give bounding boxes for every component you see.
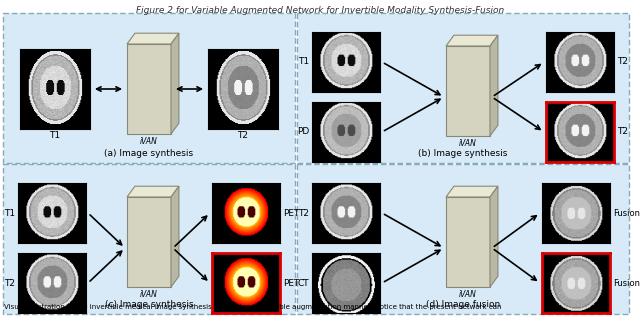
Text: PET: PET bbox=[283, 279, 300, 287]
Text: Fusion: Fusion bbox=[613, 209, 640, 218]
Polygon shape bbox=[446, 197, 490, 287]
Polygon shape bbox=[446, 186, 498, 197]
FancyBboxPatch shape bbox=[3, 164, 295, 314]
Text: (d) Image fusion: (d) Image fusion bbox=[426, 300, 500, 309]
Polygon shape bbox=[446, 46, 490, 136]
Polygon shape bbox=[127, 186, 179, 197]
Text: T2: T2 bbox=[4, 279, 15, 287]
FancyBboxPatch shape bbox=[297, 13, 629, 163]
Text: T2: T2 bbox=[617, 128, 628, 136]
Text: (b) Image synthesis: (b) Image synthesis bbox=[419, 149, 508, 158]
Text: T1: T1 bbox=[298, 58, 309, 66]
Text: iVAN: iVAN bbox=[459, 139, 477, 148]
Text: T2: T2 bbox=[237, 131, 248, 140]
Polygon shape bbox=[127, 44, 171, 134]
Text: iVAN: iVAN bbox=[140, 290, 158, 299]
Text: iVAN: iVAN bbox=[459, 290, 477, 299]
Text: PD: PD bbox=[297, 128, 309, 136]
Text: Fusion: Fusion bbox=[613, 279, 640, 287]
FancyBboxPatch shape bbox=[297, 164, 629, 314]
Polygon shape bbox=[127, 197, 171, 287]
Text: Figure 2 for Variable Augmented Network for Invertible Modality Synthesis-Fusion: Figure 2 for Variable Augmented Network … bbox=[136, 6, 504, 15]
Polygon shape bbox=[171, 33, 179, 134]
Polygon shape bbox=[490, 35, 498, 136]
Text: CT: CT bbox=[298, 279, 309, 287]
Text: (a) Image synthesis: (a) Image synthesis bbox=[104, 149, 193, 158]
Polygon shape bbox=[490, 186, 498, 287]
Text: T1: T1 bbox=[49, 131, 61, 140]
Text: T2: T2 bbox=[298, 209, 309, 218]
Polygon shape bbox=[446, 35, 498, 46]
Text: PET: PET bbox=[283, 209, 300, 218]
Text: T2: T2 bbox=[617, 58, 628, 66]
Text: iVAN: iVAN bbox=[140, 137, 158, 146]
Polygon shape bbox=[127, 33, 179, 44]
Text: T1: T1 bbox=[4, 209, 15, 218]
Text: (c) Image synthesis: (c) Image synthesis bbox=[105, 300, 193, 309]
Polygon shape bbox=[171, 186, 179, 287]
FancyBboxPatch shape bbox=[3, 13, 295, 163]
Text: Visual illustration of the invertible medical image synthesis and fusion in vari: Visual illustration of the invertible me… bbox=[4, 304, 502, 310]
